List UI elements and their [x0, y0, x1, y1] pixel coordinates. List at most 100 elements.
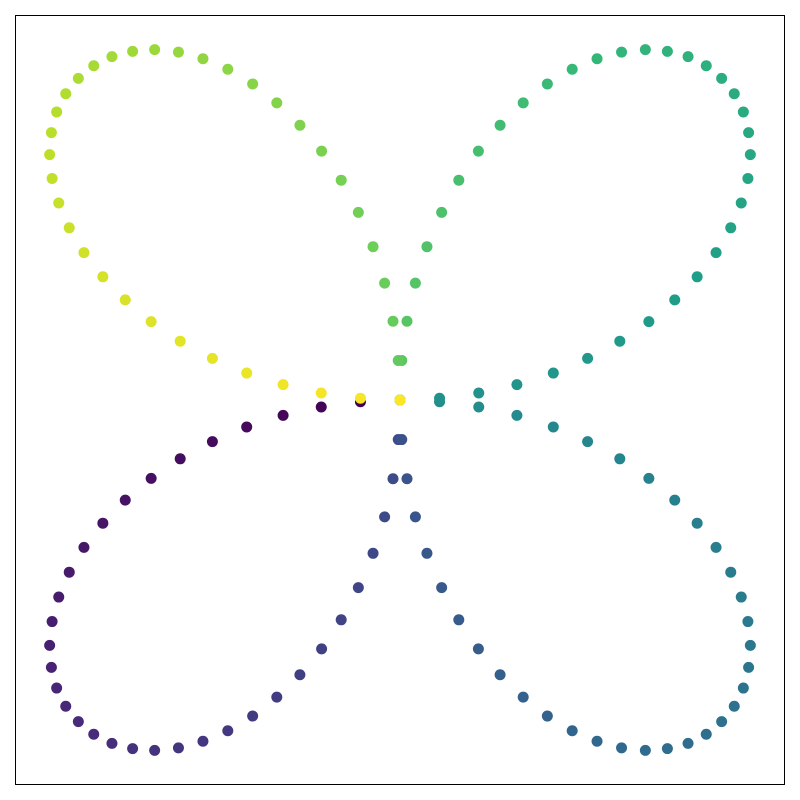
scatter-point — [51, 682, 63, 694]
scatter-point — [197, 735, 209, 747]
scatter-point — [661, 45, 673, 57]
scatter-point — [88, 60, 100, 72]
scatter-point — [172, 46, 184, 58]
scatter-point — [716, 716, 728, 728]
scatter-point — [643, 316, 655, 328]
scatter-point — [547, 421, 559, 433]
scatter-point — [436, 582, 448, 594]
scatter-point — [60, 700, 72, 712]
scatter-point — [88, 728, 100, 740]
scatter-point — [315, 387, 327, 399]
scatter-point — [106, 51, 118, 63]
scatter-point — [735, 197, 747, 209]
scatter-point — [541, 78, 553, 90]
scatter-point — [473, 387, 485, 399]
scatter-point — [661, 743, 673, 755]
scatter-point — [241, 367, 253, 379]
scatter-point — [294, 119, 306, 131]
scatter-point — [421, 547, 433, 559]
scatter-point — [582, 352, 594, 364]
scatter-point — [591, 53, 603, 65]
scatter-point — [72, 72, 84, 84]
scatter-point — [145, 472, 157, 484]
scatter-point — [682, 51, 694, 63]
scatter-point — [735, 591, 747, 603]
scatter-point — [379, 277, 391, 289]
scatter-point — [517, 97, 529, 109]
scatter-point — [78, 247, 90, 259]
scatter-point — [387, 473, 399, 485]
scatter-point — [78, 541, 90, 553]
scatter-point — [174, 335, 186, 347]
scatter-point — [354, 392, 366, 404]
scatter-point — [271, 97, 283, 109]
scatter-point — [436, 206, 448, 218]
scatter-point — [566, 63, 578, 75]
scatter-point — [728, 700, 740, 712]
scatter-point — [63, 566, 75, 578]
scatter-point — [691, 517, 703, 529]
scatter-point — [387, 315, 399, 327]
scatter-point — [472, 145, 484, 157]
scatter-point — [744, 639, 756, 651]
scatter-point — [352, 206, 364, 218]
scatter-point — [206, 436, 218, 448]
scatter-point — [582, 436, 594, 448]
scatter-point — [710, 541, 722, 553]
scatter-point — [494, 119, 506, 131]
scatter-point — [247, 710, 259, 722]
scatter-point — [97, 271, 109, 283]
scatter-point — [710, 247, 722, 259]
scatter-point — [742, 616, 754, 628]
scatter-point — [294, 669, 306, 681]
scatter-point — [737, 682, 749, 694]
scatter-point — [421, 241, 433, 253]
scatter-point — [547, 367, 559, 379]
scatter-point — [46, 172, 58, 184]
scatter-point — [352, 582, 364, 594]
scatter-point — [206, 352, 218, 364]
scatter-point — [541, 710, 553, 722]
scatter-point — [616, 46, 628, 58]
scatter-point — [737, 106, 749, 118]
scatter-point — [277, 409, 289, 421]
scatter-point — [511, 379, 523, 391]
scatter-point — [145, 316, 157, 328]
scatter-point — [517, 691, 529, 703]
scatter-point — [434, 392, 446, 404]
scatter-point — [44, 149, 56, 161]
scatter-point — [566, 725, 578, 737]
scatter-point — [392, 354, 404, 366]
scatter-point — [616, 742, 628, 754]
scatter-point — [174, 453, 186, 465]
scatter-point — [494, 669, 506, 681]
scatter-point — [725, 222, 737, 234]
scatter-point — [51, 106, 63, 118]
scatter-point — [46, 616, 58, 628]
scatter-point — [44, 639, 56, 651]
scatter-point — [63, 222, 75, 234]
scatter-point — [97, 517, 109, 529]
scatter-point — [315, 401, 327, 413]
scatter-point — [367, 241, 379, 253]
scatter-point — [197, 53, 209, 65]
scatter-point — [669, 294, 681, 306]
scatter-point — [45, 127, 57, 139]
scatter-point — [149, 744, 161, 756]
scatter-point — [511, 409, 523, 421]
scatter-point — [401, 315, 413, 327]
scatter-point — [409, 511, 421, 523]
scatter-point — [614, 453, 626, 465]
scatter-point — [149, 44, 161, 56]
scatter-point — [401, 473, 413, 485]
scatter-point — [106, 737, 118, 749]
scatter-point — [172, 742, 184, 754]
scatter-point — [453, 174, 465, 186]
scatter-point — [643, 472, 655, 484]
scatter-point — [453, 614, 465, 626]
scatter-point — [743, 127, 755, 139]
plot-frame — [15, 15, 785, 785]
scatter-point — [639, 44, 651, 56]
